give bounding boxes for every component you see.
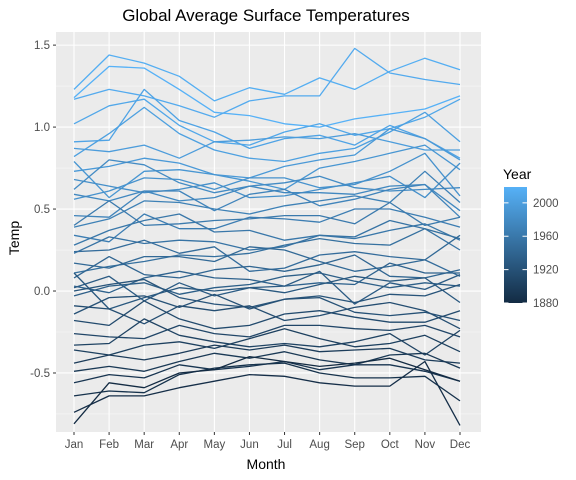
y-tick-label: 1.5	[34, 40, 50, 52]
series-line	[73, 128, 461, 179]
series-line	[73, 351, 461, 372]
x-tick-label: Dec	[450, 439, 471, 451]
x-tick-label: Aug	[309, 439, 329, 451]
series-line	[73, 360, 461, 426]
series-line	[73, 65, 461, 128]
series-line	[73, 170, 461, 228]
x-tick-label: Jan	[65, 439, 84, 451]
x-tick-label: Apr	[170, 439, 188, 451]
series-line	[73, 144, 461, 199]
series-line	[73, 208, 461, 243]
series-line	[73, 162, 461, 199]
series-line	[73, 328, 461, 356]
x-tick-label: Oct	[381, 439, 400, 451]
legend-tick-label: 1960	[533, 231, 559, 243]
y-tick-label: 0.0	[34, 286, 50, 298]
x-axis: Jan Feb Mar Apr May Jun Jul Aug Sep Oct Nov Dec	[65, 432, 471, 451]
legend-tick-label: 1880	[533, 298, 559, 310]
series-line	[73, 301, 461, 330]
series-line	[73, 183, 461, 218]
series-line	[73, 239, 461, 277]
y-tick-label: 1.0	[34, 122, 50, 134]
series-line	[73, 300, 461, 330]
y-axis-title: Temp	[6, 221, 22, 255]
series-line	[73, 183, 461, 212]
x-tick-label: Mar	[134, 439, 154, 451]
x-tick-label: Nov	[415, 439, 436, 451]
series-line	[73, 106, 461, 163]
series-line	[73, 213, 461, 246]
series-line	[73, 228, 461, 274]
legend-tick-label: 1920	[533, 265, 559, 277]
legend-tick-label: 2000	[533, 198, 559, 210]
y-axis: -0.5 0.0 0.5 1.0 1.5	[30, 40, 56, 380]
x-tick-label: Jul	[277, 439, 292, 451]
series-lines	[73, 47, 461, 426]
y-tick-label: 0.5	[34, 204, 50, 216]
series-line	[73, 362, 461, 402]
series-line	[73, 272, 461, 310]
series-line	[73, 132, 460, 159]
series-line	[73, 318, 461, 356]
y-tick-label: -0.5	[30, 368, 50, 380]
series-line	[73, 200, 461, 227]
series-line	[73, 54, 461, 102]
series-line	[73, 88, 461, 159]
legend-ticks: 1880 1920 1960 2000	[504, 198, 559, 310]
legend-title: Year	[503, 166, 532, 182]
x-tick-label: Sep	[344, 439, 364, 451]
series-line	[73, 278, 461, 309]
series-line	[73, 254, 461, 279]
series-line	[73, 47, 461, 118]
legend: Year 1880 1920 1960 2000	[503, 166, 559, 310]
grid-minor	[56, 85, 481, 415]
series-line	[73, 293, 461, 322]
series-line	[73, 152, 461, 200]
series-line	[73, 344, 461, 364]
series-line	[73, 159, 461, 194]
series-line	[73, 324, 461, 340]
x-tick-label: May	[203, 439, 225, 451]
x-tick-label: Feb	[99, 439, 119, 451]
legend-colorbar	[504, 187, 527, 303]
chart-title: Global Average Surface Temperatures	[122, 6, 410, 25]
series-line	[73, 272, 461, 297]
series-line	[73, 355, 461, 425]
x-tick-label: Jun	[240, 439, 259, 451]
x-axis-title: Month	[247, 456, 286, 472]
